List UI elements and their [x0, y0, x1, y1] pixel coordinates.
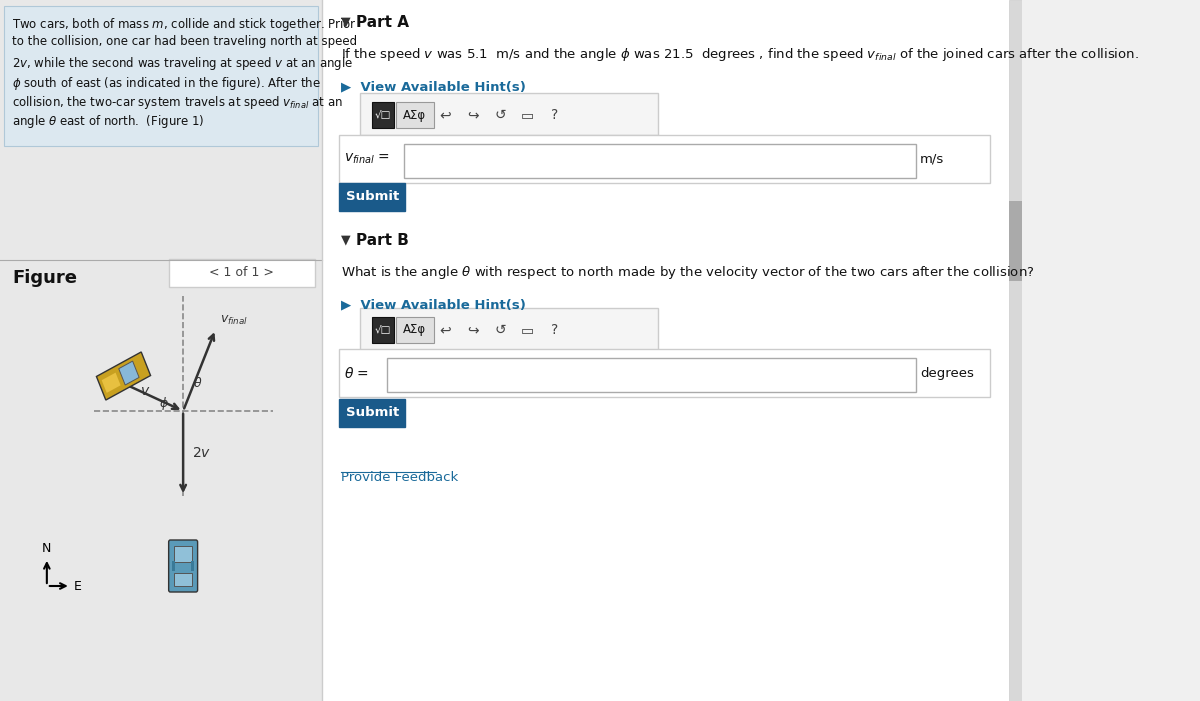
- Text: Part A: Part A: [356, 15, 409, 30]
- Text: √□: √□: [376, 110, 391, 120]
- FancyBboxPatch shape: [340, 135, 990, 183]
- Text: ↪: ↪: [467, 108, 479, 122]
- FancyBboxPatch shape: [169, 540, 198, 592]
- Text: $v_{final}$ =: $v_{final}$ =: [344, 152, 390, 166]
- FancyBboxPatch shape: [360, 93, 658, 135]
- FancyBboxPatch shape: [340, 183, 406, 211]
- Text: Figure: Figure: [12, 269, 77, 287]
- FancyBboxPatch shape: [0, 0, 322, 701]
- Text: √□: √□: [376, 325, 391, 335]
- FancyBboxPatch shape: [1009, 0, 1022, 701]
- FancyBboxPatch shape: [322, 0, 1022, 701]
- Text: Part B: Part B: [356, 233, 409, 248]
- FancyBboxPatch shape: [172, 561, 175, 571]
- Text: Submit: Submit: [346, 191, 398, 203]
- Text: AΣφ: AΣφ: [403, 109, 426, 121]
- FancyBboxPatch shape: [372, 102, 395, 128]
- FancyBboxPatch shape: [396, 317, 433, 343]
- Text: ↪: ↪: [467, 323, 479, 337]
- Text: ↩: ↩: [439, 108, 451, 122]
- Text: ↩: ↩: [439, 323, 451, 337]
- FancyBboxPatch shape: [360, 308, 658, 350]
- FancyBboxPatch shape: [174, 546, 192, 562]
- Text: $v_{final}$: $v_{final}$: [220, 314, 248, 327]
- Text: $\phi$: $\phi$: [160, 395, 169, 412]
- Text: What is the angle $\theta$ with respect to north made by the velocity vector of : What is the angle $\theta$ with respect …: [341, 264, 1034, 281]
- Text: < 1 of 1 >: < 1 of 1 >: [210, 266, 275, 280]
- Text: $\phi$ south of east (as indicated in the figure). After the: $\phi$ south of east (as indicated in th…: [12, 74, 320, 92]
- Text: Submit: Submit: [346, 407, 398, 419]
- Text: Provide Feedback: Provide Feedback: [341, 471, 458, 484]
- Text: ?: ?: [551, 108, 558, 122]
- FancyBboxPatch shape: [191, 561, 194, 571]
- FancyBboxPatch shape: [169, 259, 316, 287]
- Text: ▼: ▼: [341, 15, 350, 28]
- FancyBboxPatch shape: [340, 399, 406, 427]
- Text: ↺: ↺: [494, 323, 505, 337]
- Text: $v$: $v$: [139, 384, 150, 398]
- Text: Two cars, both of mass $m$, collide and stick together. Prior: Two cars, both of mass $m$, collide and …: [12, 16, 356, 33]
- Text: N: N: [42, 542, 52, 555]
- Text: ▶  View Available Hint(s): ▶ View Available Hint(s): [341, 298, 526, 311]
- FancyBboxPatch shape: [396, 102, 433, 128]
- Text: ↺: ↺: [494, 108, 505, 122]
- Text: $2v$: $2v$: [192, 446, 211, 460]
- Text: E: E: [73, 580, 82, 592]
- Text: ▶  View Available Hint(s): ▶ View Available Hint(s): [341, 80, 526, 93]
- FancyBboxPatch shape: [5, 6, 318, 146]
- Text: collision, the two-car system travels at speed $v_{final}$ at an: collision, the two-car system travels at…: [12, 94, 343, 111]
- Text: If the speed $v$ was 5.1  m/s and the angle $\phi$ was 21.5  degrees , find the : If the speed $v$ was 5.1 m/s and the ang…: [341, 46, 1139, 63]
- Text: ▭: ▭: [521, 108, 534, 122]
- Text: ▼: ▼: [341, 233, 350, 246]
- FancyBboxPatch shape: [372, 317, 395, 343]
- Polygon shape: [119, 361, 139, 385]
- Polygon shape: [102, 373, 121, 393]
- Text: $\theta$ =: $\theta$ =: [344, 365, 370, 381]
- Text: to the collision, one car had been traveling north at speed: to the collision, one car had been trave…: [12, 36, 358, 48]
- Text: ?: ?: [551, 323, 558, 337]
- Text: degrees: degrees: [920, 367, 973, 379]
- FancyBboxPatch shape: [174, 573, 192, 586]
- FancyBboxPatch shape: [403, 144, 917, 178]
- Text: ▭: ▭: [521, 323, 534, 337]
- Polygon shape: [96, 352, 150, 400]
- Text: angle $\theta$ east of north.  (Figure 1): angle $\theta$ east of north. (Figure 1): [12, 114, 204, 130]
- Text: $2v$, while the second was traveling at speed $v$ at an angle: $2v$, while the second was traveling at …: [12, 55, 353, 72]
- FancyBboxPatch shape: [386, 358, 917, 392]
- FancyBboxPatch shape: [1009, 201, 1022, 281]
- FancyBboxPatch shape: [340, 349, 990, 397]
- Text: $\theta$: $\theta$: [193, 376, 203, 390]
- Text: m/s: m/s: [920, 153, 944, 165]
- Text: AΣφ: AΣφ: [403, 323, 426, 336]
